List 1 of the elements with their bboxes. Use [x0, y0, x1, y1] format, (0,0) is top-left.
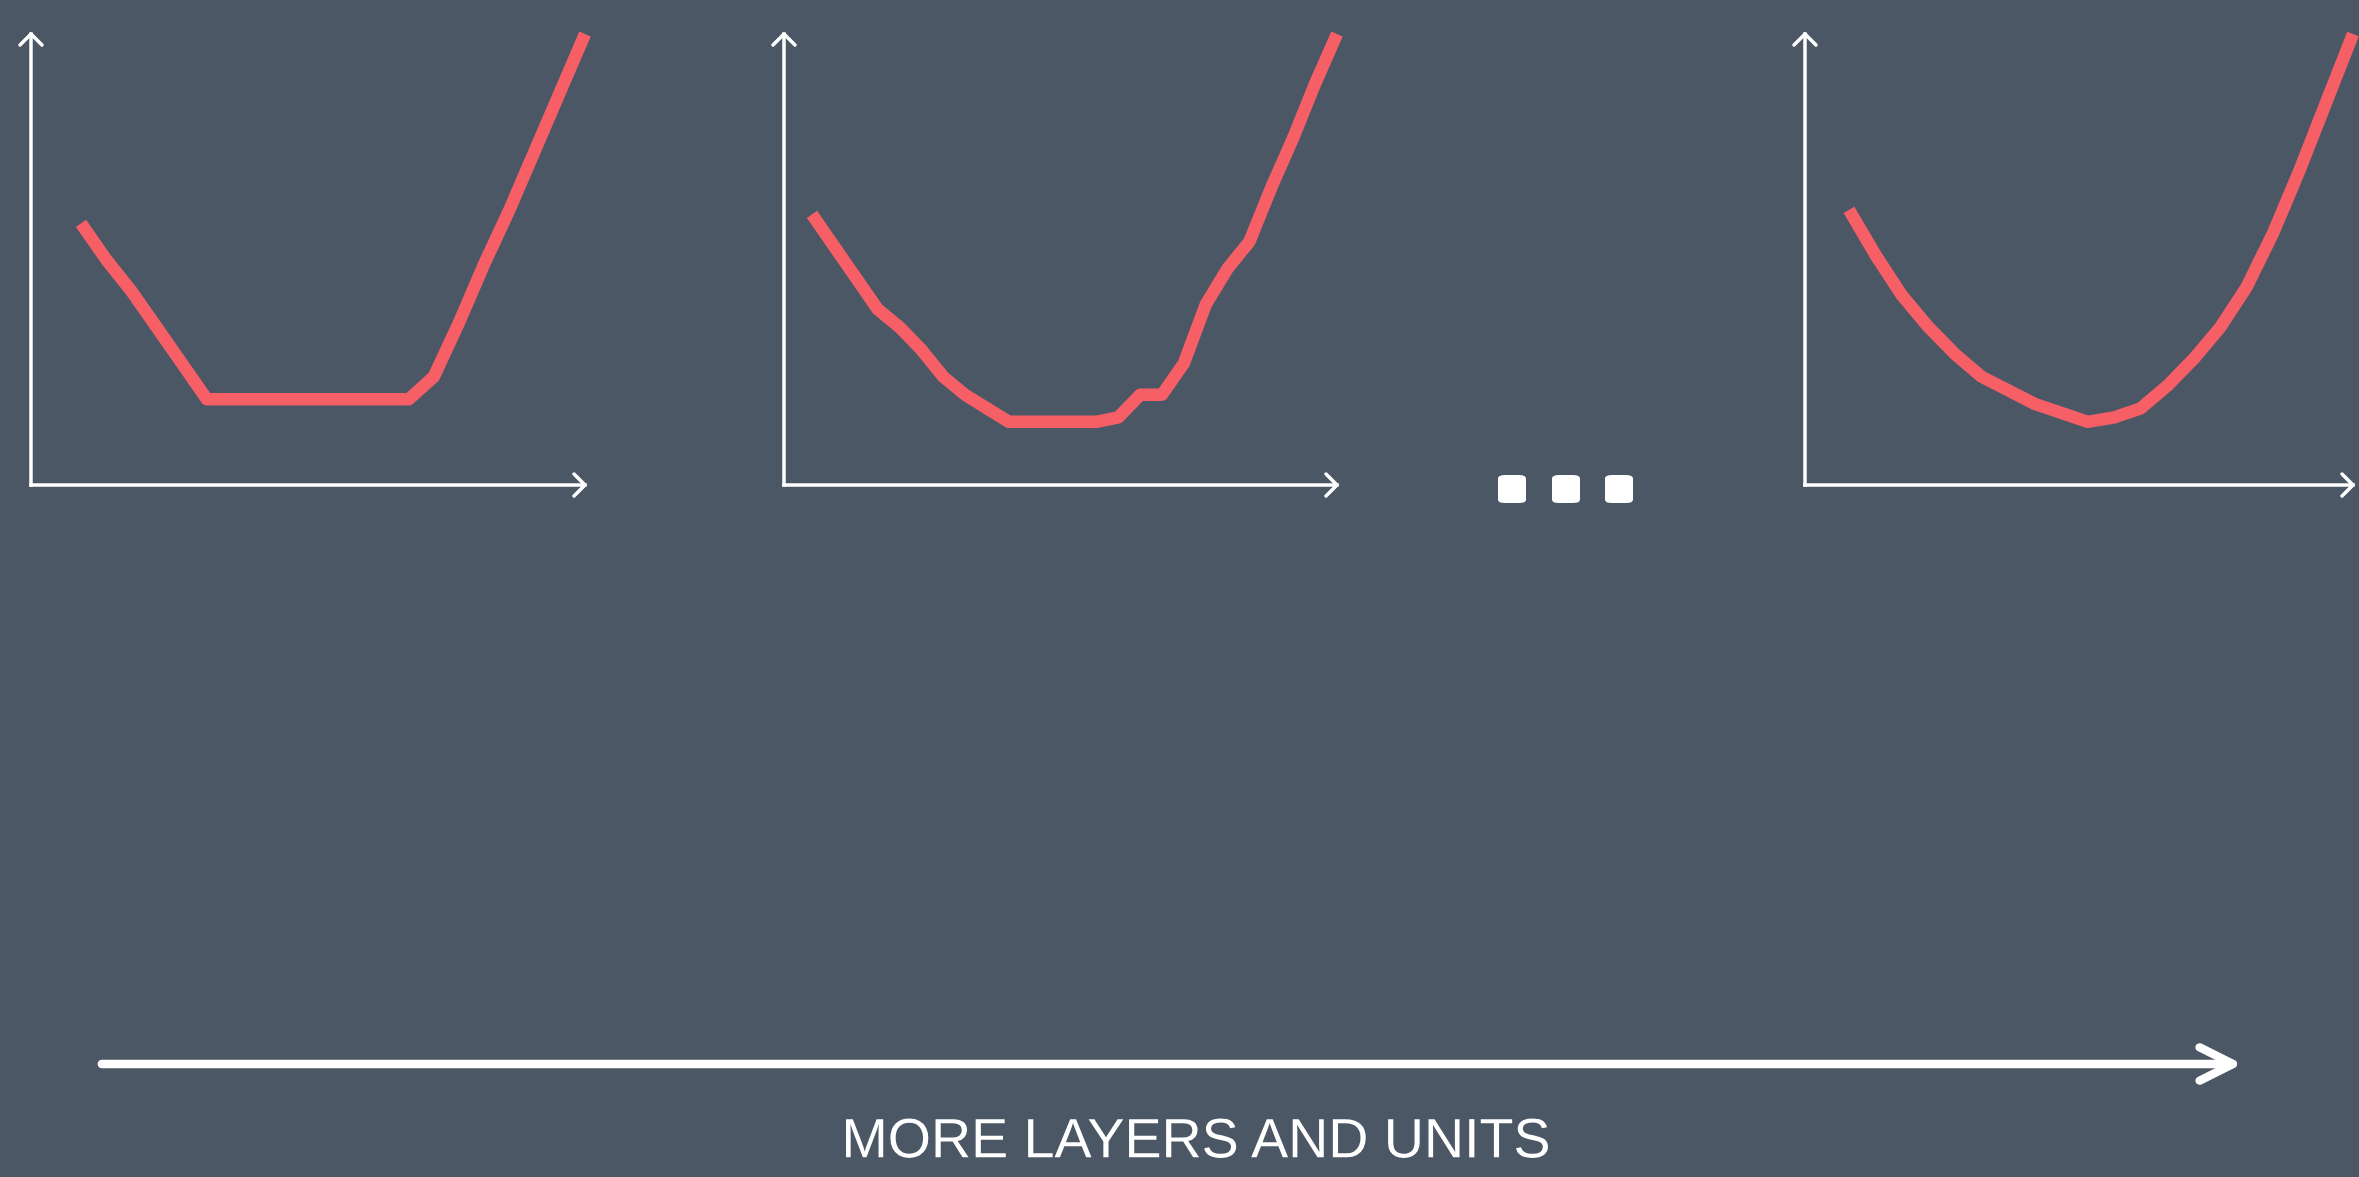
- text: MORE LAYERS AND UNITS: [846, 1118, 1548, 1158]
